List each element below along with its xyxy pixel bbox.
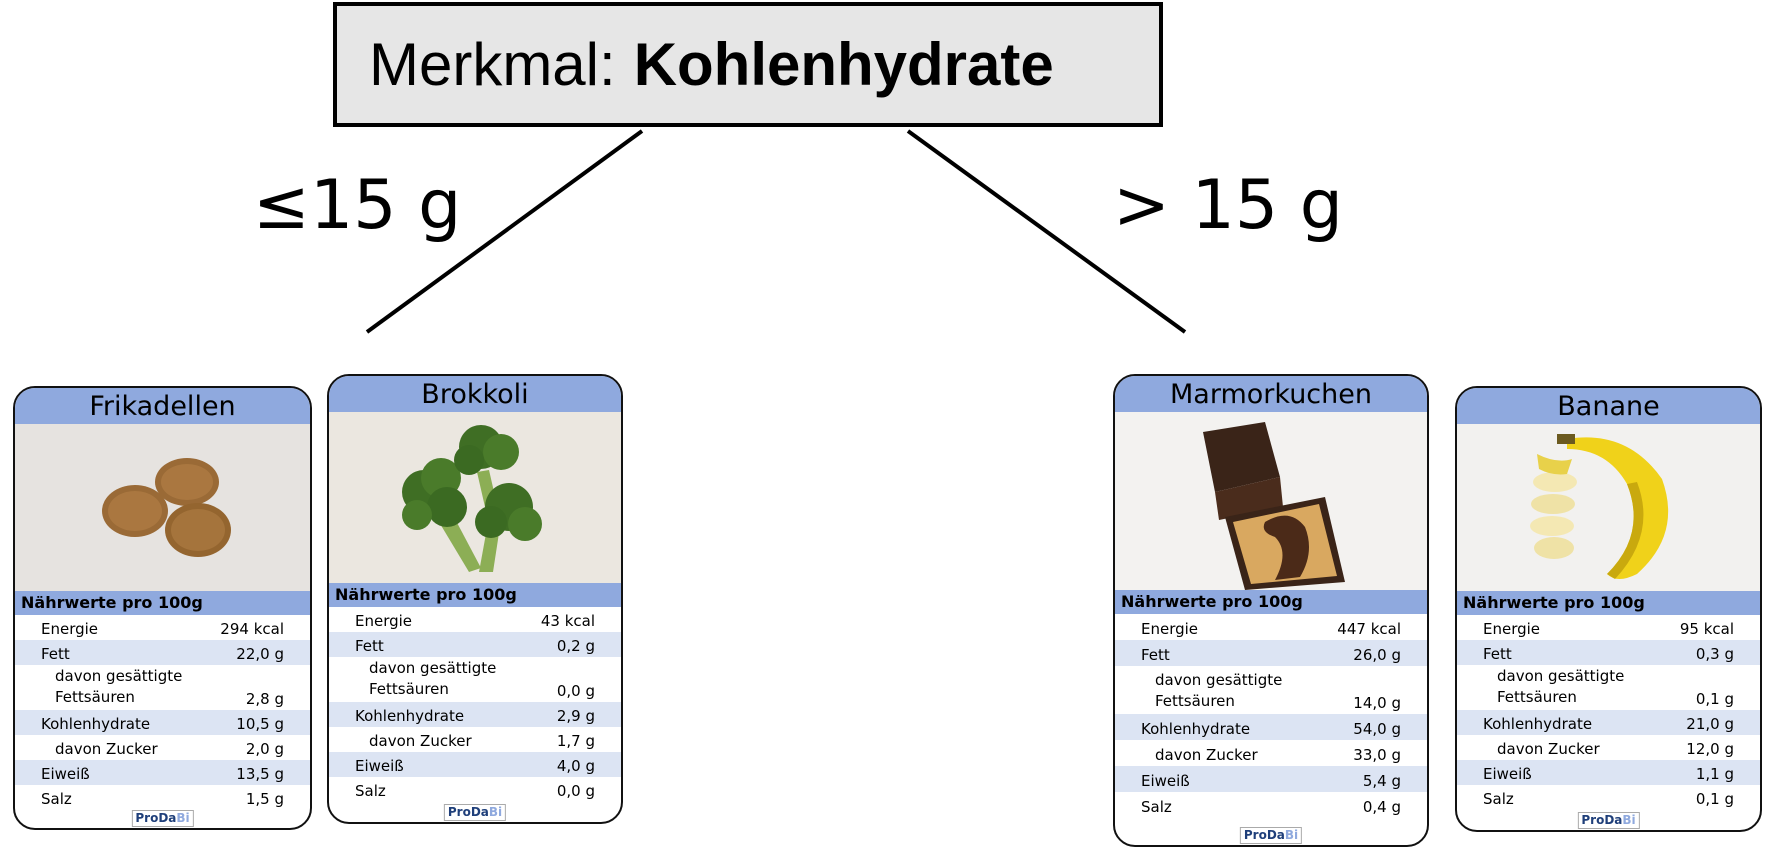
card-title: Marmorkuchen	[1115, 376, 1427, 412]
row-eiweiss: Eiweiß 13,5 g	[15, 760, 310, 785]
row-energie: Energie 43 kcal	[355, 612, 595, 630]
food-card-banane: Banane Nährwerte pro 100g Energie 95 kcal…	[1455, 386, 1762, 832]
row-kohlenhydrate: Kohlenhydrate 10,5 g	[15, 710, 310, 735]
food-card-brokkoli: Brokkoli Nährwerte pro 100g Energie 43 kc…	[327, 374, 623, 824]
row-eiweiss: Eiweiß 4,0 g	[329, 752, 621, 777]
meatballs-image	[15, 424, 310, 591]
row-fett: Fett 26,0 g	[1115, 640, 1427, 666]
branch-line-right	[906, 129, 1187, 334]
card-title: Brokkoli	[329, 376, 621, 412]
banana-picture	[1530, 434, 1669, 579]
row-kohlenhydrate: Kohlenhydrate 2,9 g	[329, 702, 621, 727]
prodabi-logo: ProDaBi	[443, 804, 507, 821]
marble-cake-picture	[1203, 422, 1345, 590]
row-zucker: davon Zucker 33,0 g	[1155, 746, 1401, 764]
node-feature: Kohlenhydrate	[633, 31, 1054, 98]
nutrition-heading: Nährwerte pro 100g	[329, 583, 621, 607]
broccoli-picture	[402, 425, 542, 572]
card-title: Banane	[1457, 388, 1760, 424]
broccoli-image	[329, 412, 621, 583]
card-title: Frikadellen	[15, 388, 310, 424]
row-fettsaeuren: davon gesättigte Fettsäuren 0,0 g	[369, 659, 595, 700]
nutrition-heading: Nährwerte pro 100g	[15, 591, 310, 615]
row-salz: Salz 0,4 g	[1141, 798, 1401, 816]
row-eiweiss: Eiweiß 1,1 g	[1457, 760, 1760, 785]
row-salz: Salz 0,1 g	[1483, 790, 1734, 808]
row-eiweiss: Eiweiß 5,4 g	[1115, 766, 1427, 792]
branch-label-right: > 15 g	[1113, 166, 1343, 245]
row-fett: Fett 0,2 g	[329, 632, 621, 657]
branch-label-left: ≤15 g	[253, 166, 462, 245]
branch-line-left	[365, 129, 644, 334]
row-fettsaeuren: davon gesättigte Fettsäuren 2,8 g	[55, 667, 284, 708]
row-zucker: davon Zucker 12,0 g	[1497, 740, 1734, 758]
row-energie: Energie 447 kcal	[1141, 620, 1401, 638]
decision-node: Merkmal: Kohlenhydrate	[333, 2, 1163, 127]
row-zucker: davon Zucker 2,0 g	[55, 740, 284, 758]
row-energie: Energie 294 kcal	[41, 620, 284, 638]
row-kohlenhydrate: Kohlenhydrate 21,0 g	[1457, 710, 1760, 735]
row-kohlenhydrate: Kohlenhydrate 54,0 g	[1115, 714, 1427, 740]
node-prefix: Merkmal:	[369, 31, 616, 98]
food-card-marmorkuchen: Marmorkuchen Nährwerte pro 100g Energie 4…	[1113, 374, 1429, 847]
row-fett: Fett 22,0 g	[15, 640, 310, 665]
row-fettsaeuren: davon gesättigte Fettsäuren 14,0 g	[1155, 671, 1401, 712]
prodabi-logo: ProDaBi	[131, 810, 194, 827]
nutrition-heading: Nährwerte pro 100g	[1115, 590, 1427, 614]
prodabi-logo: ProDaBi	[1577, 812, 1640, 829]
banana-image	[1457, 424, 1760, 591]
food-card-frikadellen: Frikadellen Nährwerte pro 100g Energie 29…	[13, 386, 312, 830]
meatballs-picture	[102, 458, 231, 557]
row-fett: Fett 0,3 g	[1457, 640, 1760, 665]
row-salz: Salz 0,0 g	[355, 782, 595, 800]
row-salz: Salz 1,5 g	[41, 790, 284, 808]
row-energie: Energie 95 kcal	[1483, 620, 1734, 638]
row-fettsaeuren: davon gesättigte Fettsäuren 0,1 g	[1497, 667, 1734, 708]
prodabi-logo: ProDaBi	[1239, 827, 1303, 844]
row-zucker: davon Zucker 1,7 g	[369, 732, 595, 750]
marble-cake-image	[1115, 412, 1427, 590]
nutrition-heading: Nährwerte pro 100g	[1457, 591, 1760, 615]
